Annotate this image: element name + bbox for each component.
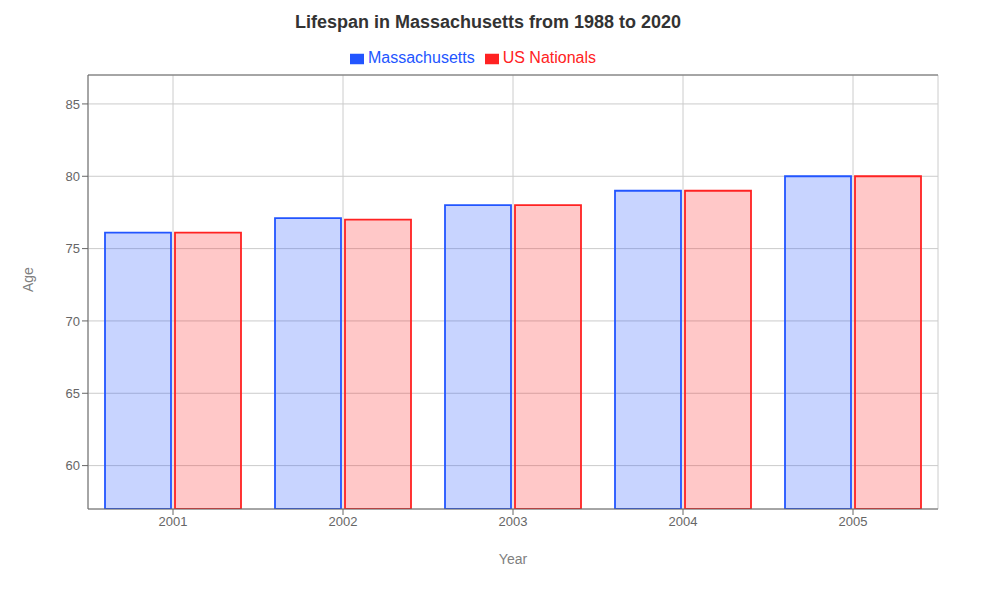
svg-text:60: 60	[66, 458, 80, 473]
svg-text:Year: Year	[499, 551, 528, 567]
html-text:Lifespan in Massachusetts from: Lifespan in Massachusetts from 1988 to 2…	[294, 12, 682, 32]
svg-text:65: 65	[66, 386, 80, 401]
svg-text:2004: 2004	[669, 514, 698, 529]
svg-text:80: 80	[66, 169, 80, 184]
svg-text:70: 70	[66, 314, 80, 329]
svg-text:2002: 2002	[329, 514, 358, 529]
svg-text:85: 85	[66, 97, 80, 112]
svg-text:2001: 2001	[159, 514, 188, 529]
svg-text:Age: Age	[20, 267, 36, 292]
svg-text:2003: 2003	[499, 514, 528, 529]
html-text:US Nationals: US Nationals	[502, 49, 596, 66]
svg-text:2005: 2005	[839, 514, 868, 529]
html-text:Massachusetts: Massachusetts	[368, 49, 475, 66]
svg-text:75: 75	[66, 241, 80, 256]
